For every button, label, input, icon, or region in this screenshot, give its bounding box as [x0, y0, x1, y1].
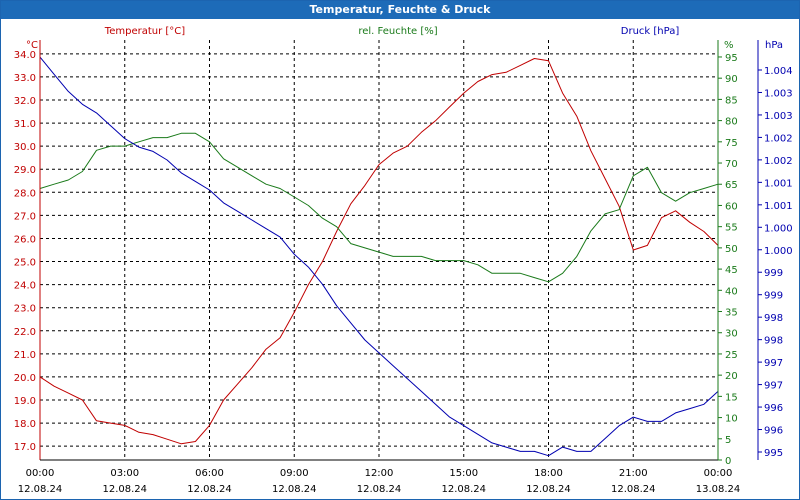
temperature-tick-label: 24.0	[14, 281, 36, 292]
pressure-tick-label: 1.003	[764, 88, 793, 99]
pressure-tick-label: 998	[764, 313, 783, 324]
temperature-tick-label: 22.0	[14, 327, 36, 338]
series-lines	[39, 56, 719, 457]
temperature-tick-label: 25.0	[14, 258, 36, 269]
pressure-tick-label: 998	[764, 336, 783, 347]
pressure-tick-label: 1.002	[764, 156, 793, 167]
humidity-tick-label: 60	[725, 201, 738, 212]
temperature-tick-label: 18.0	[14, 419, 36, 430]
x-tick-date-label: 12.08.24	[272, 484, 317, 495]
temperature-tick-label: 17.0	[14, 442, 36, 453]
pressure-tick-label: 999	[764, 291, 783, 302]
x-tick-date-label: 13.08.24	[696, 484, 741, 495]
temperature-axis-unit: °C	[26, 40, 38, 51]
temperature-tick-label: 27.0	[14, 211, 36, 222]
humidity-tick-label: 95	[725, 53, 738, 64]
humidity-tick-label: 50	[725, 244, 738, 255]
pressure-tick-label: 995	[764, 448, 783, 459]
humidity-tick-label: 30	[725, 329, 738, 340]
humidity-tick-label: 70	[725, 159, 738, 170]
temperature-axis-label: Temperatur [°C]	[104, 26, 185, 37]
x-tick-date-label: 12.08.24	[18, 484, 63, 495]
humidity-tick-label: 35	[725, 308, 738, 319]
temperature-tick-label: 34.0	[14, 50, 36, 61]
pressure-tick-label: 1.000	[764, 246, 793, 257]
axes: 00:00 12.08.24 03:00 12.08.24 06:00 12.08.24 0…	[14, 40, 793, 495]
temperature-tick-label: 30.0	[14, 142, 36, 153]
x-tick-date-label: 12.08.24	[102, 484, 147, 495]
humidity-tick-label: 80	[725, 117, 738, 128]
window-title: Temperatur, Feuchte & Druck	[1, 1, 799, 19]
temperature-tick-label: 32.0	[14, 96, 36, 107]
humidity-tick-label: 40	[725, 286, 738, 297]
humidity-tick-label: 65	[725, 180, 738, 191]
pressure-tick-label: 997	[764, 358, 783, 369]
x-tick-date-label: 12.08.24	[611, 484, 656, 495]
humidity-tick-label: 90	[725, 74, 738, 85]
humidity-tick-label: 15	[725, 392, 738, 403]
temperature-tick-label: 33.0	[14, 73, 36, 84]
temperature-tick-label: 26.0	[14, 234, 36, 245]
x-tick-date-label: 12.08.24	[357, 484, 402, 495]
humidity-tick-label: 25	[725, 350, 738, 361]
pressure-tick-label: 997	[764, 381, 783, 392]
humidity-tick-label: 20	[725, 371, 738, 382]
pressure-series-line	[39, 56, 719, 457]
pressure-tick-label: 1.003	[764, 111, 793, 122]
humidity-axis-label: rel. Feuchte [%]	[358, 26, 437, 37]
x-tick-time-label: 21:00	[619, 468, 648, 479]
temperature-tick-label: 29.0	[14, 165, 36, 176]
x-tick-time-label: 09:00	[280, 468, 309, 479]
x-tick-time-label: 03:00	[110, 468, 139, 479]
x-tick-time-label: 15:00	[449, 468, 478, 479]
humidity-tick-label: 0	[725, 456, 731, 467]
temperature-series-line	[39, 58, 719, 445]
humidity-tick-label: 10	[725, 414, 738, 425]
temperature-tick-label: 21.0	[14, 350, 36, 361]
pressure-tick-label: 1.001	[764, 178, 793, 189]
pressure-tick-label: 1.000	[764, 223, 793, 234]
x-tick-date-label: 12.08.24	[526, 484, 571, 495]
x-tick-date-label: 12.08.24	[441, 484, 486, 495]
humidity-tick-label: 75	[725, 138, 738, 149]
pressure-axis-unit: hPa	[765, 40, 783, 51]
humidity-axis-unit: %	[724, 40, 734, 51]
x-tick-time-label: 18:00	[534, 468, 563, 479]
x-tick-time-label: 00:00	[704, 468, 733, 479]
humidity-tick-label: 45	[725, 265, 738, 276]
x-tick-time-label: 00:00	[26, 468, 55, 479]
humidity-tick-label: 5	[725, 435, 731, 446]
pressure-tick-label: 1.001	[764, 201, 793, 212]
humidity-tick-label: 85	[725, 95, 738, 106]
pressure-tick-label: 996	[764, 403, 783, 414]
humidity-series-line	[39, 132, 719, 283]
temperature-tick-label: 19.0	[14, 396, 36, 407]
pressure-axis-label: Druck [hPa]	[621, 26, 680, 37]
x-tick-time-label: 12:00	[365, 468, 394, 479]
pressure-tick-label: 1.002	[764, 133, 793, 144]
x-tick-time-label: 06:00	[195, 468, 224, 479]
temperature-tick-label: 23.0	[14, 304, 36, 315]
temperature-tick-label: 31.0	[14, 119, 36, 130]
x-tick-date-label: 12.08.24	[187, 484, 232, 495]
humidity-tick-label: 55	[725, 223, 738, 234]
pressure-tick-label: 1.004	[764, 66, 793, 77]
temperature-tick-label: 20.0	[14, 373, 36, 384]
grid-lines	[40, 40, 718, 460]
pressure-tick-label: 996	[764, 426, 783, 437]
pressure-tick-label: 999	[764, 268, 783, 279]
temperature-tick-label: 28.0	[14, 188, 36, 199]
